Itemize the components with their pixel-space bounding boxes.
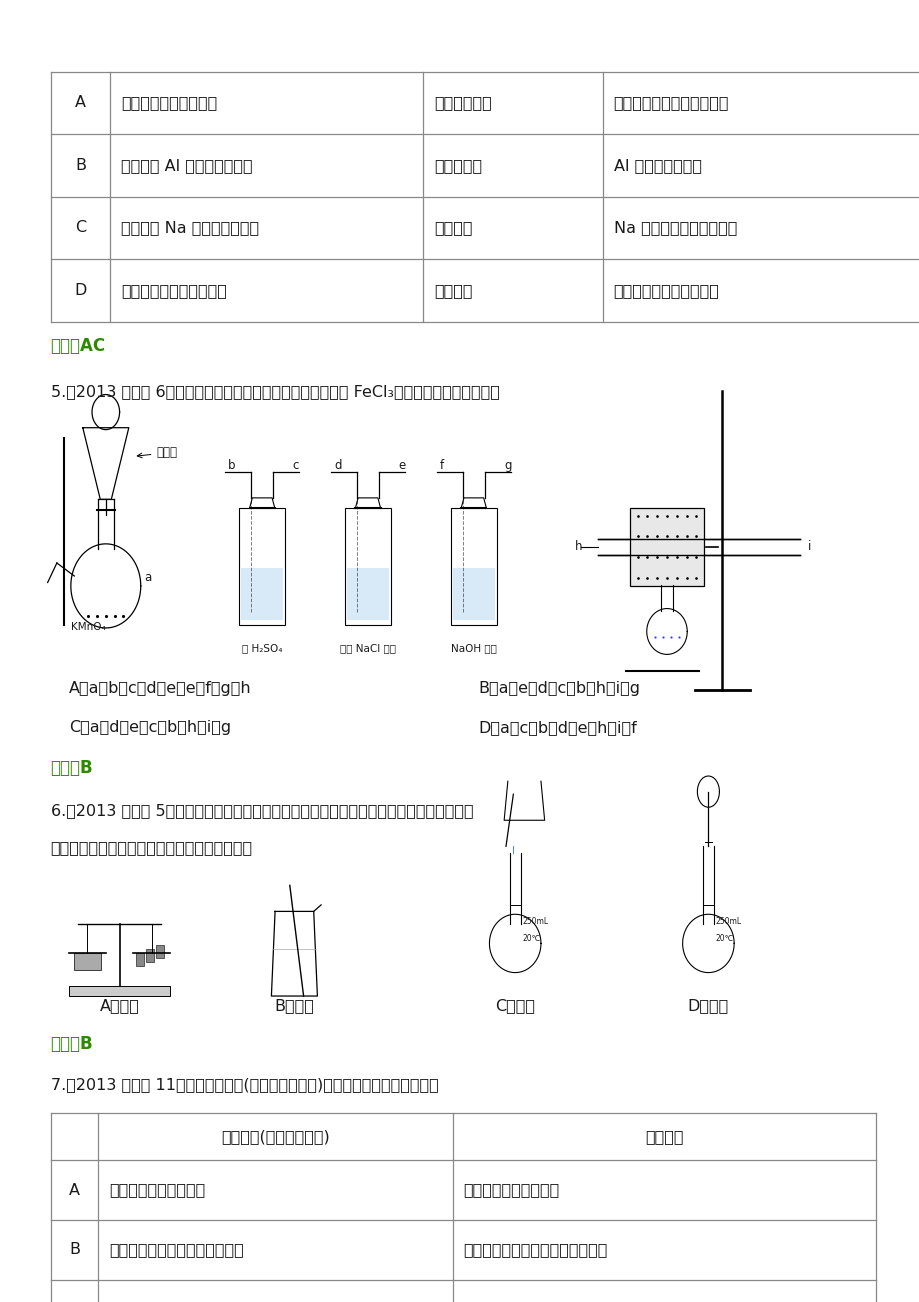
Text: 饱和 NaCl 溶液: 饱和 NaCl 溶液 [340,643,395,654]
Text: 将水蒸气通过灼热的铁粉: 将水蒸气通过灼热的铁粉 [121,283,227,298]
Text: 实验器材(省略夹持装置): 实验器材(省略夹持装置) [221,1129,330,1144]
Text: B: B [69,1242,80,1258]
Bar [452,568,494,620]
Text: D．定容: D．定容 [687,997,728,1013]
Bar [346,568,389,620]
Text: 答案：B: 答案：B [51,759,93,777]
Text: e: e [398,460,405,473]
Text: KMnO₄: KMnO₄ [71,622,106,633]
Text: 将浓硫酸滴到蔗糖表面: 将浓硫酸滴到蔗糖表面 [121,95,218,111]
Text: D．a－c－b－d－e－h－i－f: D．a－c－b－d－e－h－i－f [478,720,637,736]
Bar [450,508,496,625]
Text: 7.（2013 山东卷 11）利用实验器材(规格和数量不限)，能完成相应实验的一项是: 7.（2013 山东卷 11）利用实验器材(规格和数量不限)，能完成相应实验的一… [51,1077,437,1092]
Bar [74,953,101,970]
Text: 250mL: 250mL [522,918,548,927]
Text: 6.（2013 江苏卷 5）用固体样品配制一定物质的量浓度的溶液，需经过称量、溶解、转移溶: 6.（2013 江苏卷 5）用固体样品配制一定物质的量浓度的溶液，需经过称量、溶… [51,803,472,819]
Text: A．称量: A．称量 [99,997,140,1013]
Text: 浓硫酸有脱水性和强氧化性: 浓硫酸有脱水性和强氧化性 [613,95,729,111]
Text: 烧杯、玻璃棒、蒸发皿: 烧杯、玻璃棒、蒸发皿 [109,1182,206,1198]
Text: A: A [75,95,85,111]
Bar [241,568,283,620]
Text: g: g [504,460,511,473]
Text: b: b [228,460,235,473]
Text: Al 与浓硝酸不反应: Al 与浓硝酸不反应 [613,158,701,173]
Text: B．溶解: B．溶解 [274,997,314,1013]
Text: 用盐酸除去硫酸钡中的少量碳酸钡: 用盐酸除去硫酸钡中的少量碳酸钡 [463,1242,607,1258]
Text: 答案：AC: 答案：AC [51,337,106,355]
Text: 相应实验: 相应实验 [644,1129,683,1144]
Text: 答案：B: 答案：B [51,1035,93,1053]
Text: 浓盐酸: 浓盐酸 [137,447,177,460]
Bar [146,949,153,962]
Text: A．a－b－c－d－e－e－f－g－h: A．a－b－c－d－e－e－f－g－h [69,681,252,697]
Bar [69,986,170,996]
Text: B．a－e－d－c－b－h－i－g: B．a－e－d－c－b－h－i－g [478,681,640,697]
Text: h: h [574,540,582,553]
Text: 无明显变化: 无明显变化 [434,158,482,173]
Text: D: D [74,283,86,298]
Text: c: c [292,460,299,473]
Text: C．a－d－e－c－b－h－i－g: C．a－d－e－c－b－h－i－g [69,720,231,736]
Text: 烧杯、玻璃棒、胶头滴管、滤纸: 烧杯、玻璃棒、胶头滴管、滤纸 [109,1242,244,1258]
Bar [156,945,164,958]
Text: 常温下将 Al 片放入浓硝酸中: 常温下将 Al 片放入浓硝酸中 [121,158,253,173]
Text: 铁与水在高温下发生反应: 铁与水在高温下发生反应 [613,283,719,298]
Text: d: d [334,460,341,473]
Bar [136,953,143,966]
Bar [630,508,703,586]
Text: f: f [439,460,443,473]
Text: 20℃: 20℃ [715,935,733,944]
Text: i: i [807,540,811,553]
Text: a: a [144,572,152,585]
Text: 5.（2013 海南卷 6）下图所示仪器可用于实验室制备少量无水 FeCl₃，仪器连接顺序正确的是: 5.（2013 海南卷 6）下图所示仪器可用于实验室制备少量无水 FeCl₃，仪… [51,384,499,400]
Text: 粉末变红: 粉末变红 [434,283,472,298]
Text: 硫酸铜溶液的浓缩结晶: 硫酸铜溶液的浓缩结晶 [463,1182,560,1198]
Text: 将一小块 Na 放入无水乙醇中: 将一小块 Na 放入无水乙醇中 [121,220,259,236]
Text: 液、定容等操作。下列图示对应的操作规范的是: 液、定容等操作。下列图示对应的操作规范的是 [51,840,253,855]
Bar [239,508,285,625]
Text: 固体变黑膨胀: 固体变黑膨胀 [434,95,492,111]
Bar [345,508,391,625]
Text: B: B [75,158,85,173]
Text: 20℃: 20℃ [522,935,540,944]
Text: 250mL: 250mL [715,918,741,927]
Text: 浓 H₂SO₄: 浓 H₂SO₄ [242,643,282,654]
Text: Na 能置换出醇羟基中的氢: Na 能置换出醇羟基中的氢 [613,220,736,236]
Text: NaOH 溶液: NaOH 溶液 [450,643,496,654]
Text: 产生气泡: 产生气泡 [434,220,472,236]
Text: C．转移: C．转移 [494,997,535,1013]
Text: A: A [69,1182,80,1198]
Text: C: C [74,220,86,236]
